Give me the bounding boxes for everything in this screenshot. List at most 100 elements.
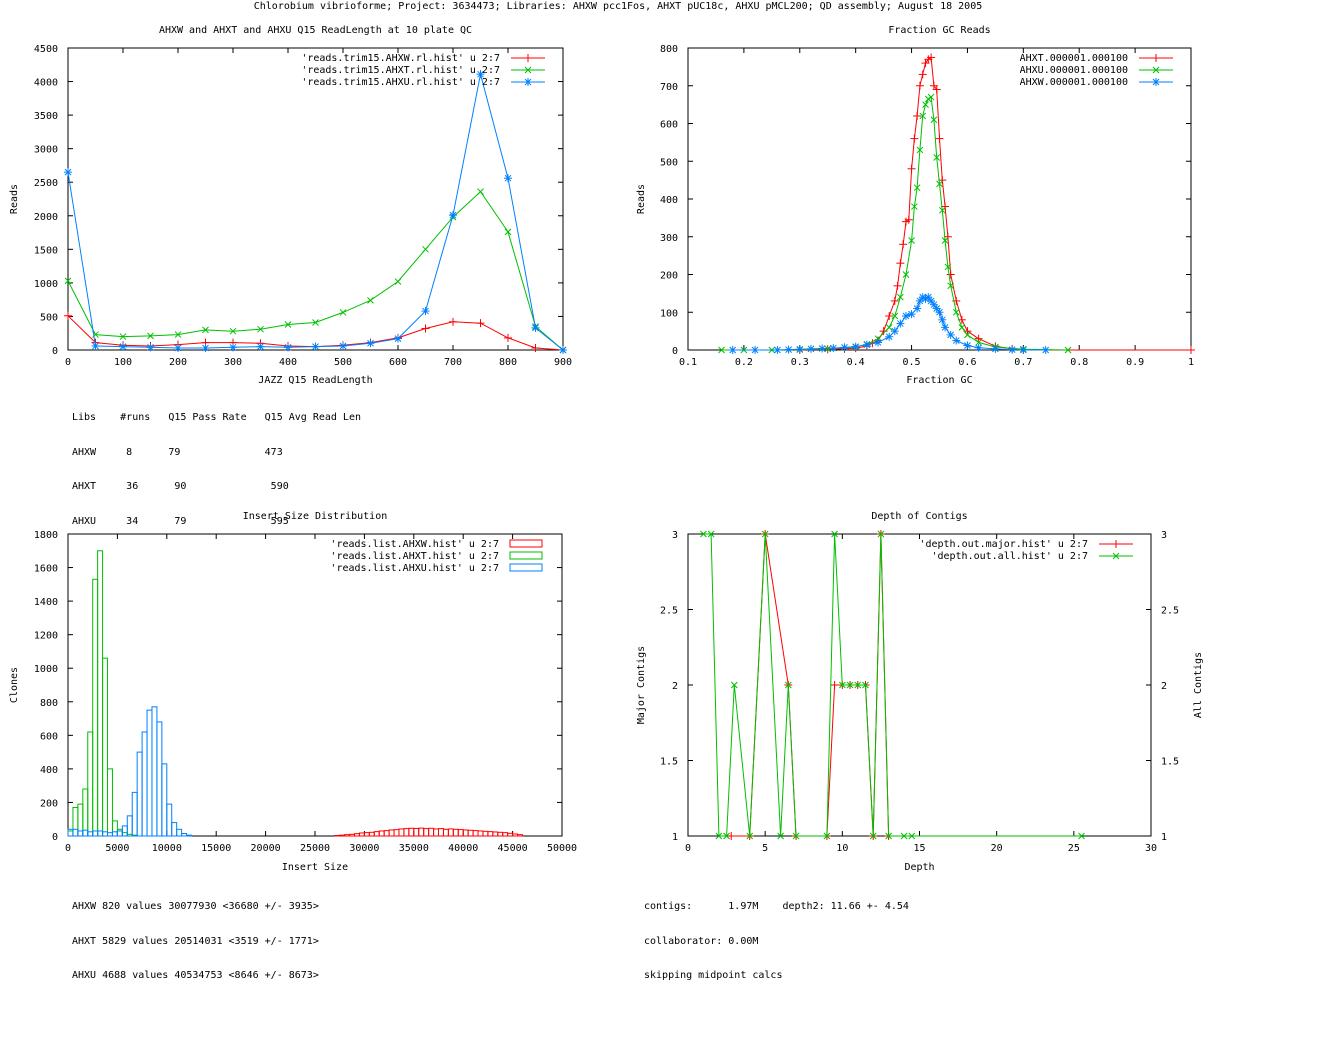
data-point: [147, 332, 154, 340]
data-point: [910, 203, 918, 210]
histogram-bar: [166, 803, 173, 837]
x-tick-label: 100: [114, 357, 132, 368]
data-point: [900, 832, 908, 840]
y2-tick-label: 3: [1161, 530, 1167, 541]
stats-line: AHXU 4688 values 40534753 <8646 +/- 8673…: [72, 970, 319, 981]
data-point: [885, 323, 893, 331]
histogram-bar: [97, 830, 104, 837]
y-tick-label: 3500: [34, 111, 58, 122]
data-point: [795, 345, 804, 354]
histogram-bar: [413, 827, 420, 837]
legend-swatch: [509, 539, 543, 548]
data-point: [1152, 54, 1160, 62]
data-point: [941, 237, 949, 244]
histogram-bar: [339, 834, 346, 837]
data-point: [229, 327, 237, 335]
y-tick-label: 1.5: [660, 757, 678, 768]
data-point: [477, 188, 484, 195]
histogram-bar: [428, 827, 435, 837]
y-axis-label: Reads: [9, 184, 20, 214]
data-point: [877, 530, 885, 538]
data-point: [761, 530, 769, 538]
data-point: [952, 308, 960, 316]
histogram-bar: [87, 731, 94, 837]
y2-axis-label: All Contigs: [1193, 652, 1204, 718]
stats-line: AHXU 34 79 595: [72, 515, 289, 527]
x-tick-label: 20: [991, 843, 1003, 854]
y-tick-label: 400: [40, 765, 58, 776]
histogram-bar: [102, 831, 109, 837]
stats-line: AHXW 8 79 473: [72, 446, 283, 458]
series-2: [728, 293, 1050, 354]
data-point: [174, 343, 182, 352]
legend-swatch: [509, 563, 543, 572]
x-tick-label: 20000: [251, 843, 281, 854]
histogram-bar: [72, 828, 79, 837]
data-point: [862, 681, 869, 689]
data-point: [935, 134, 944, 143]
x-tick-label: 600: [389, 357, 407, 368]
chart-title: Depth of Contigs: [871, 511, 967, 522]
data-point: [963, 341, 972, 350]
data-point: [119, 333, 127, 340]
histogram-bar: [121, 832, 128, 837]
data-point: [728, 346, 737, 354]
data-point: [524, 78, 532, 86]
y-tick-label: 2: [672, 681, 678, 692]
legend-label: 'reads.trim15.AHXW.rl.hist' u 2:7: [301, 53, 500, 64]
data-point: [946, 330, 955, 339]
data-point: [890, 296, 899, 305]
data-point: [885, 312, 894, 321]
data-point: [1041, 346, 1050, 354]
histogram-bar: [176, 828, 183, 837]
x-tick-label: 400: [279, 357, 297, 368]
x-tick-label: 0.8: [1070, 357, 1088, 368]
y-tick-label: 2500: [34, 178, 58, 189]
data-point: [256, 342, 265, 351]
data-point: [284, 321, 292, 328]
data-point: [64, 311, 72, 320]
y-tick-label: 1800: [34, 530, 58, 541]
data-point: [751, 346, 760, 354]
x-tick-label: 500: [334, 357, 352, 368]
histogram-bar: [408, 827, 415, 837]
data-point: [531, 343, 540, 352]
y-tick-label: 100: [660, 308, 678, 319]
legend-label: 'reads.list.AHXW.hist' u 2:7: [330, 539, 499, 550]
data-point: [952, 336, 961, 345]
histogram-bar: [97, 550, 104, 837]
x-tick-label: 0.9: [1126, 357, 1144, 368]
histogram-bar: [502, 832, 509, 837]
y2-tick-label: 1.5: [1161, 757, 1179, 768]
data-point: [929, 300, 938, 309]
data-point: [730, 681, 738, 689]
data-point: [504, 228, 512, 236]
histogram-bar: [467, 829, 474, 837]
histogram-bar: [102, 657, 109, 837]
x-tick-label: 30: [1145, 843, 1157, 854]
data-point: [174, 331, 182, 338]
legend-label: 'reads.list.AHXU.hist' u 2:7: [330, 563, 499, 574]
histogram-bar: [403, 828, 410, 837]
data-point: [938, 315, 947, 324]
histogram-bar: [82, 829, 89, 837]
data-point: [394, 278, 402, 285]
data-point: [893, 281, 902, 290]
data-point: [727, 832, 736, 840]
x-tick-label: 0: [65, 843, 71, 854]
x-tick-label: 200: [169, 357, 187, 368]
histogram-bar: [433, 828, 439, 837]
histogram-bar: [92, 830, 99, 837]
y-tick-label: 4000: [34, 78, 58, 89]
x-tick-label: 25: [1068, 843, 1080, 854]
series-line: [721, 96, 1069, 351]
y-tick-label: 0: [52, 346, 58, 357]
data-point: [64, 277, 72, 285]
data-point: [902, 271, 910, 278]
y-tick-label: 1400: [34, 597, 58, 608]
data-point: [1152, 66, 1160, 74]
data-point: [146, 343, 155, 352]
data-point: [784, 681, 792, 689]
y-axis-label: Clones: [9, 667, 20, 703]
data-point: [854, 681, 862, 689]
